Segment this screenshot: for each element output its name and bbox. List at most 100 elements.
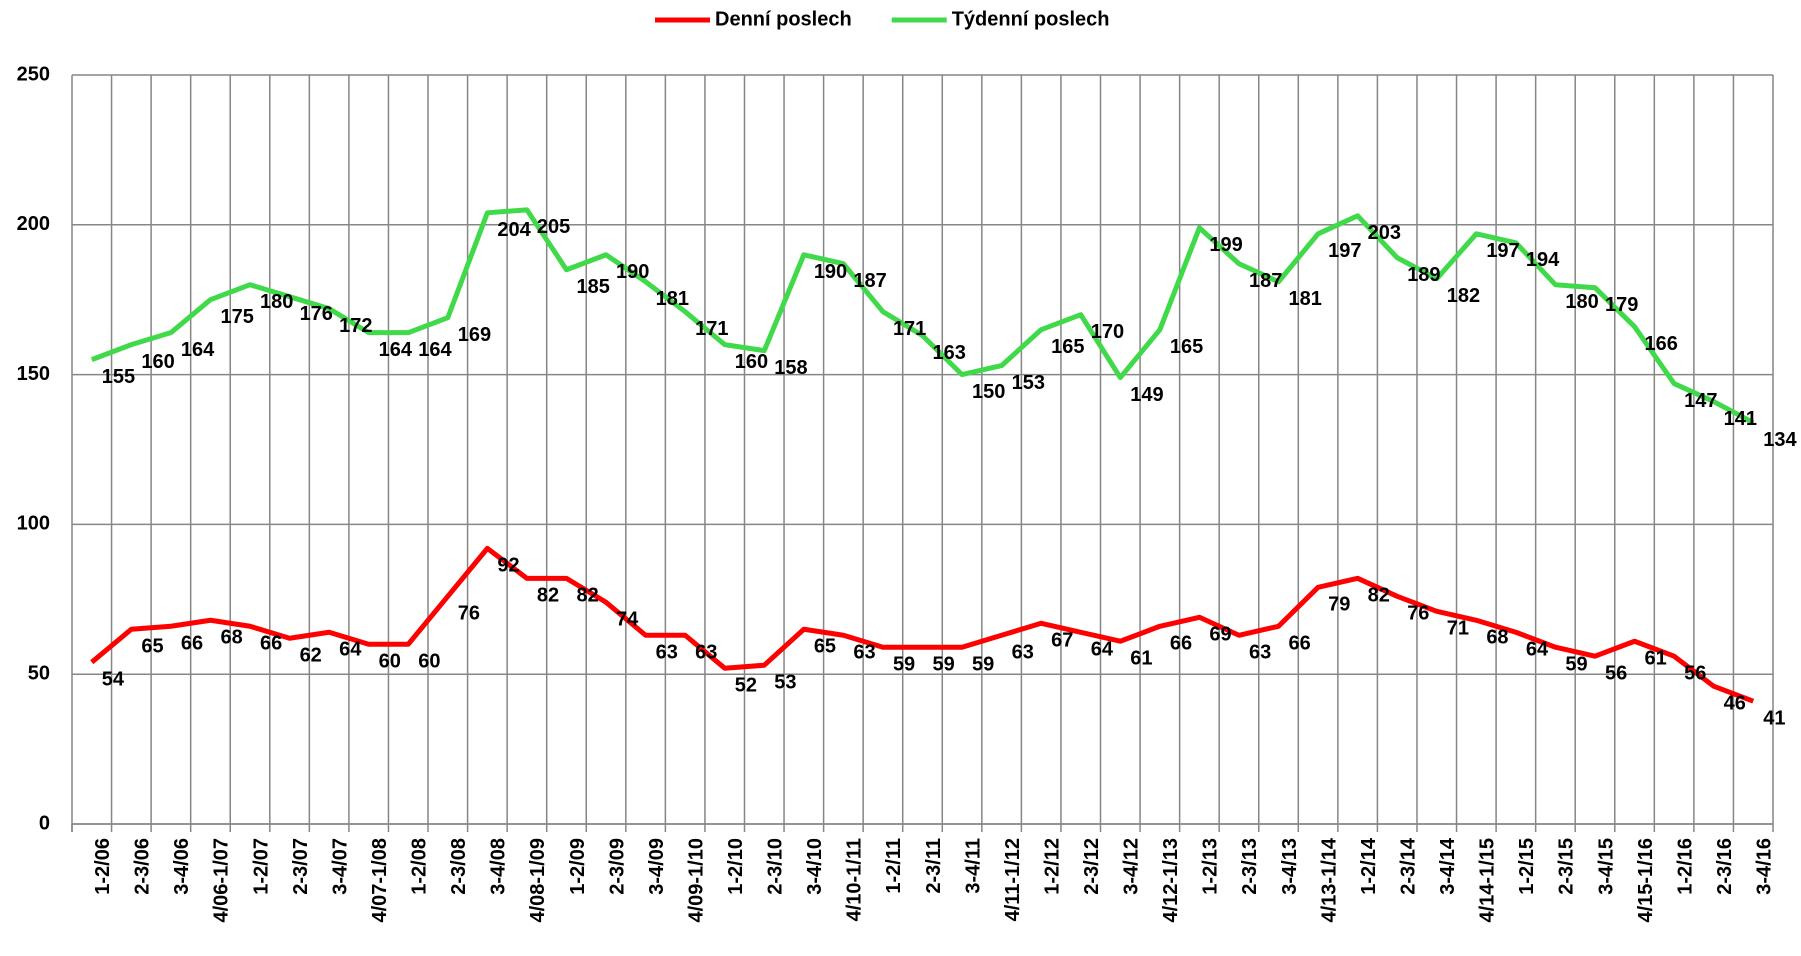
data-label: 52: [735, 674, 757, 696]
data-label: 158: [774, 357, 807, 379]
x-tick-label: 4/09-1/10: [685, 838, 707, 923]
data-label: 163: [933, 342, 966, 364]
x-tick-label: 2-3/14: [1397, 837, 1419, 895]
data-label: 56: [1605, 663, 1627, 685]
data-label: 199: [1209, 234, 1242, 256]
data-label: 166: [1645, 333, 1678, 355]
x-tick-label: 1-2/14: [1358, 837, 1380, 895]
data-label: 63: [656, 642, 678, 664]
x-tick-label: 2-3/07: [290, 838, 312, 895]
x-tick-label: 1-2/13: [1200, 838, 1222, 895]
x-tick-label: 3-4/10: [804, 838, 826, 895]
data-label: 60: [379, 651, 401, 673]
data-label: 194: [1526, 249, 1560, 271]
data-label: 141: [1724, 408, 1757, 430]
y-tick-label: 0: [39, 812, 50, 834]
series-line: [90, 545, 1755, 704]
data-label: 164: [418, 339, 452, 361]
x-tick-label: 3-4/07: [329, 838, 351, 895]
data-label: 190: [616, 261, 649, 283]
data-label: 66: [260, 633, 282, 655]
data-label: 164: [379, 339, 413, 361]
data-label: 171: [695, 318, 728, 340]
x-tick-label: 4/10-1/11: [844, 838, 866, 921]
data-label: 64: [1091, 639, 1114, 661]
data-label: 65: [141, 636, 163, 658]
x-tick-label: 4/15-1/16: [1635, 838, 1657, 923]
data-label: 63: [1249, 642, 1271, 664]
x-tick-label: 4/08-1/09: [527, 838, 549, 923]
x-tick-label: 2-3/12: [1081, 838, 1103, 895]
data-label: 164: [181, 339, 215, 361]
x-tick-label: 4/06-1/07: [211, 838, 233, 923]
y-tick-label: 50: [28, 662, 50, 684]
x-tick-label: 3-4/13: [1279, 838, 1301, 895]
y-tick-label: 100: [17, 513, 50, 535]
data-label: 205: [537, 216, 570, 238]
x-tick-label: 1-2/08: [409, 838, 431, 895]
data-label: 181: [656, 288, 689, 310]
data-label: 59: [893, 654, 915, 676]
y-tick-label: 150: [17, 363, 50, 385]
legend-label: Denní poslech: [715, 8, 852, 30]
data-label: 64: [339, 639, 362, 661]
data-label: 197: [1486, 240, 1519, 262]
data-label: 74: [616, 609, 639, 631]
x-tick-label: 2-3/11: [923, 838, 945, 894]
data-label: 175: [220, 306, 253, 328]
data-label: 165: [1170, 336, 1203, 358]
series-line: [90, 207, 1755, 425]
data-label: 76: [1407, 603, 1429, 625]
data-label: 190: [814, 261, 847, 283]
data-label: 92: [497, 555, 519, 577]
data-label: 59: [933, 654, 955, 676]
x-tick-label: 1-2/10: [725, 838, 747, 895]
x-tick-label: 4/12-1/13: [1160, 838, 1182, 923]
data-label: 64: [1526, 639, 1549, 661]
x-tick-label: 2-3/16: [1714, 838, 1736, 895]
data-label: 182: [1447, 285, 1480, 307]
data-label: 169: [458, 324, 491, 346]
data-label: 76: [458, 603, 480, 625]
x-tick-label: 3-4/06: [171, 838, 193, 895]
data-label: 68: [1486, 627, 1508, 649]
data-label: 61: [1645, 648, 1667, 670]
x-tick-label: 2-3/09: [606, 838, 628, 895]
data-label: 150: [972, 381, 1005, 403]
data-label: 66: [181, 633, 203, 655]
data-label: 187: [853, 270, 886, 292]
data-label: 185: [576, 276, 609, 298]
x-tick-label: 3-4/08: [488, 838, 510, 895]
data-label: 69: [1209, 624, 1231, 646]
x-tick-label: 2-3/06: [132, 838, 154, 895]
y-tick-label: 250: [17, 63, 50, 85]
x-tick-label: 3-4/15: [1595, 838, 1617, 895]
data-label: 176: [300, 303, 333, 325]
data-label: 71: [1447, 618, 1469, 640]
x-tick-label: 2-3/15: [1556, 838, 1578, 895]
data-label: 62: [300, 645, 322, 667]
data-label: 147: [1684, 390, 1717, 412]
x-tick-label: 4/14-1/15: [1477, 838, 1499, 923]
data-label: 54: [102, 668, 125, 690]
y-tick-label: 200: [17, 213, 50, 235]
x-tick-label: 1-2/07: [250, 838, 272, 895]
data-label: 67: [1051, 630, 1073, 652]
data-label: 41: [1763, 707, 1785, 729]
x-tick-label: 1-2/15: [1516, 838, 1538, 895]
x-tick-label: 3-4/12: [1121, 838, 1143, 895]
x-tick-label: 3-4/16: [1754, 838, 1776, 895]
data-label: 197: [1328, 240, 1361, 262]
data-label: 180: [1565, 291, 1598, 313]
data-label: 63: [1012, 642, 1034, 664]
data-label: 61: [1130, 648, 1152, 670]
data-label: 172: [339, 315, 372, 337]
data-label: 63: [853, 642, 875, 664]
data-label: 189: [1407, 264, 1440, 286]
legend-label: Týdenní poslech: [952, 8, 1110, 30]
data-label: 63: [695, 642, 717, 664]
data-label: 59: [1565, 654, 1587, 676]
x-tick-label: 4/11-1/12: [1002, 838, 1024, 921]
x-tick-label: 2-3/08: [448, 838, 470, 895]
